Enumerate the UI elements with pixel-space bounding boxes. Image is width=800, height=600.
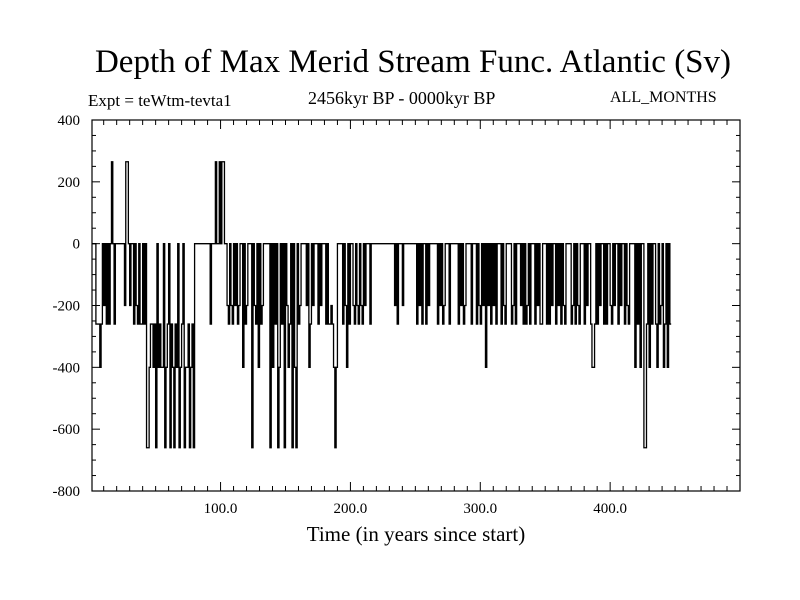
x-tick-label: 300.0: [463, 501, 497, 517]
y-tick-label: 0: [73, 237, 81, 253]
axis-ticks: [92, 119, 741, 492]
y-tick-label: -800: [53, 484, 81, 500]
x-tick-label: 100.0: [204, 501, 238, 517]
plot-frame: [91, 119, 741, 492]
y-tick-label: -400: [53, 360, 81, 376]
chart-subtitle: 2456kyr BP - 0000kyr BP: [308, 88, 496, 108]
y-tick-label: -200: [53, 299, 81, 315]
period-label: ALL_MONTHS: [610, 89, 717, 106]
series-group: [92, 161, 672, 449]
experiment-label: Expt = teWtm-tevta1: [88, 91, 232, 110]
chart-title: Depth of Max Merid Stream Func. Atlantic…: [94, 44, 732, 80]
y-tick-label: 200: [58, 175, 81, 191]
tick-labels: -800 -600 -400 -200 0 200 400 100.0 200.0 300.0 40…: [53, 113, 628, 517]
y-tick-label: 400: [58, 113, 81, 129]
x-axis-label: Time (in years since start): [307, 522, 526, 546]
x-tick-label: 200.0: [334, 501, 368, 517]
y-tick-label: -600: [53, 422, 81, 438]
x-tick-label: 400.0: [593, 501, 627, 517]
series-line: [92, 161, 672, 449]
